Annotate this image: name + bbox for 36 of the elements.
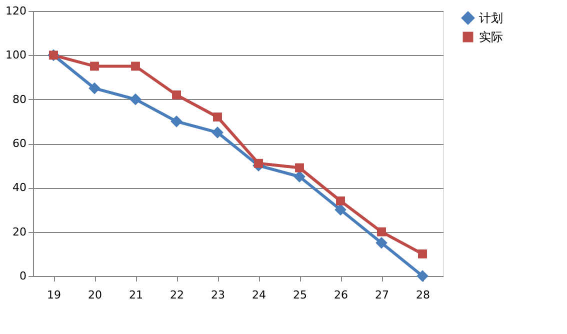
point [418,249,427,258]
point [130,93,142,106]
x-tick-label: 27 [375,288,389,302]
point [416,270,428,282]
point [213,112,222,122]
point [336,196,345,206]
point [212,126,224,138]
point [90,62,99,71]
y-tick-label: 20 [12,225,26,238]
point [334,204,346,216]
point [131,62,140,71]
y-tick-label: 120 [6,4,26,18]
x-tick-label: 26 [334,288,348,302]
x-tick-label: 28 [416,288,430,302]
point [88,82,100,94]
point [170,116,182,128]
y-tick-label: 60 [12,137,26,150]
point [294,170,306,183]
x-tick-label: 22 [170,288,184,302]
legend-label: 计划 [479,11,503,25]
y-tick-label: 100 [6,48,26,62]
legend-label: 实际 [479,30,503,44]
x-tick-label: 23 [211,288,225,302]
x-tick-label: 25 [293,288,307,302]
point [172,90,181,100]
x-tick-label: 24 [252,288,266,302]
x-tick-label: 21 [129,288,143,302]
point [254,158,263,168]
y-tick-label: 0 [20,270,26,282]
point [295,163,304,172]
point [376,236,388,249]
y-tick-label: 80 [12,92,26,106]
x-tick-label: 19 [47,288,61,302]
x-tick-label: 20 [88,288,102,302]
y-tick-label: 40 [12,181,26,194]
point [377,227,386,236]
